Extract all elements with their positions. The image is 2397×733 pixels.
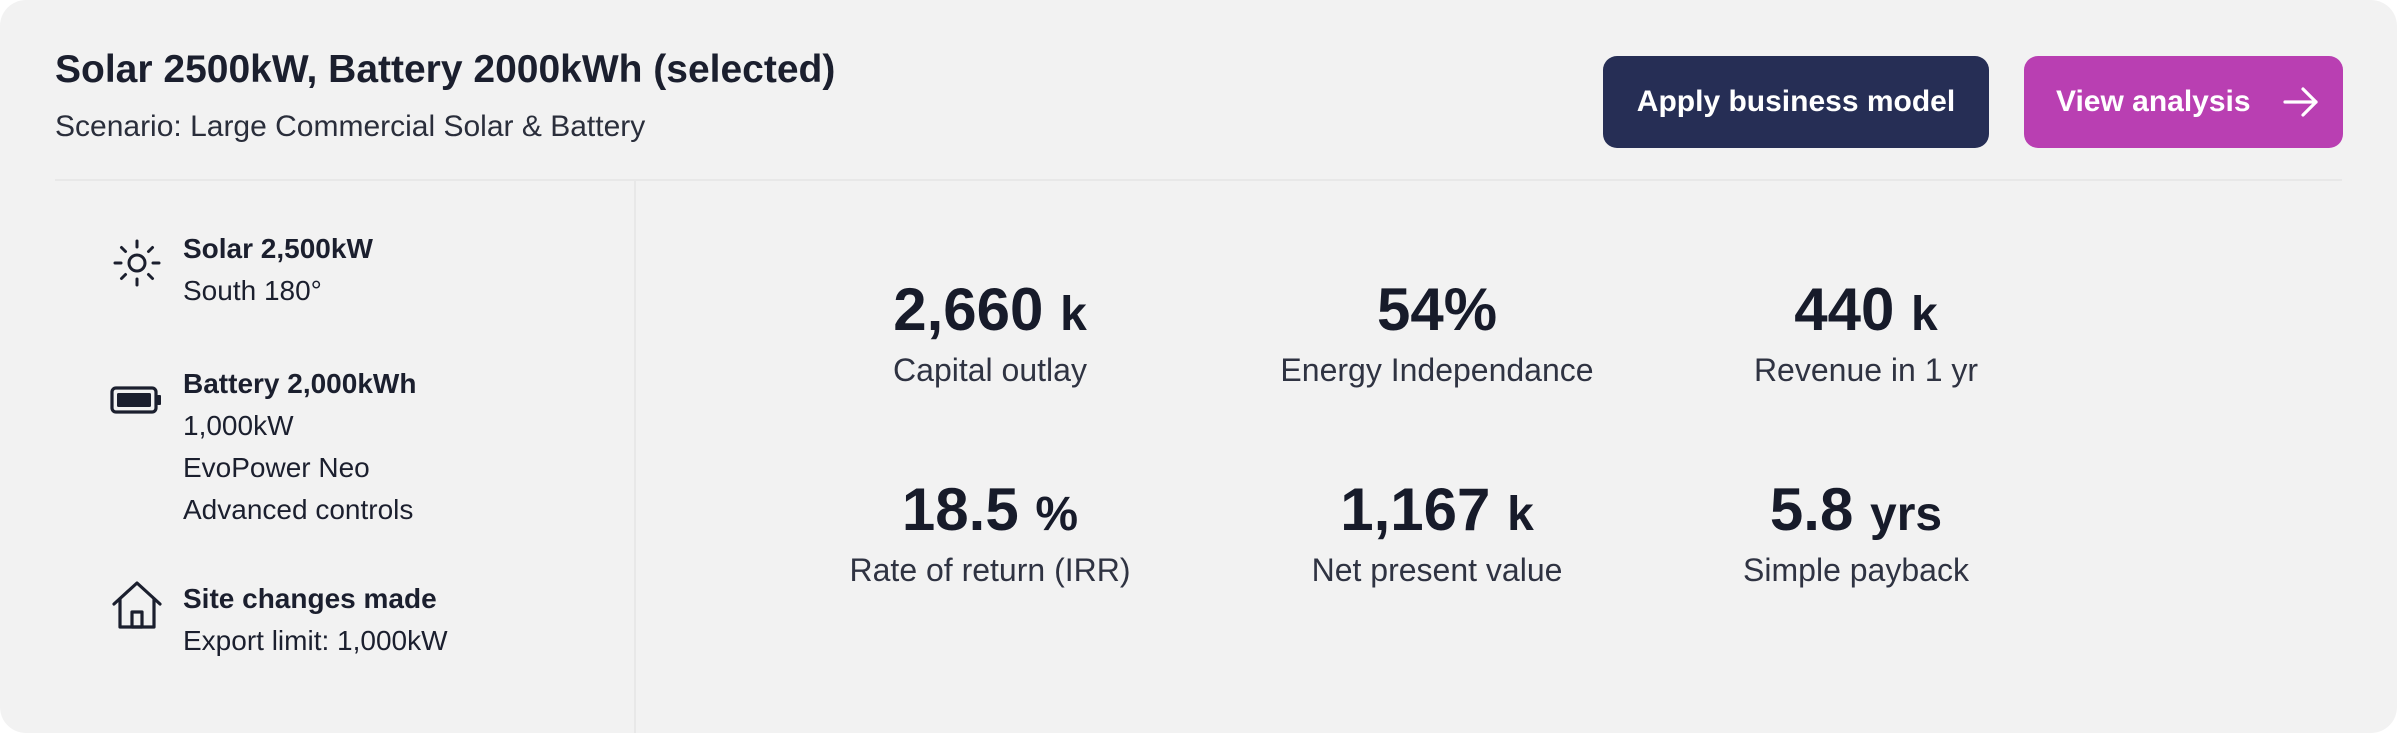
metric-label: Rate of return (IRR) (849, 552, 1131, 588)
sidebar-divider (634, 181, 636, 733)
battery-title: Battery 2,000kWh (183, 368, 417, 399)
battery-details: Battery 2,000kWh 1,000kW EvoPower Neo Ad… (183, 363, 416, 531)
metric-simple-payback: 5.8 yrs Simple payback (1646, 477, 2066, 589)
solar-orientation: South 180° (183, 275, 322, 306)
metric-label: Simple payback (1743, 552, 1969, 588)
site-export-limit: Export limit: 1,000kW (183, 625, 448, 656)
battery-model: EvoPower Neo (183, 452, 370, 483)
site-title: Site changes made (183, 583, 437, 614)
view-analysis-label: View analysis (2056, 85, 2251, 118)
scenario-subtitle: Scenario: Large Commercial Solar & Batte… (55, 110, 646, 143)
house-icon (112, 581, 162, 629)
scenario-title: Solar 2500kW, Battery 2000kWh (selected) (55, 48, 836, 91)
metric-value: 1,167 k (1340, 476, 1534, 543)
metric-value: 54% (1376, 276, 1498, 343)
site-details: Site changes made Export limit: 1,000kW (183, 578, 448, 662)
header-divider (55, 179, 2342, 181)
metric-value: 440 k (1794, 276, 1938, 343)
sun-icon (113, 239, 161, 287)
metric-value: 2,660 k (893, 276, 1087, 343)
battery-power: 1,000kW (183, 410, 294, 441)
metric-label: Revenue in 1 yr (1753, 352, 1979, 388)
metric-npv: 1,167 k Net present value (1227, 477, 1647, 589)
metric-value: 5.8 yrs (1769, 476, 1943, 543)
arrow-right-icon (2283, 87, 2318, 117)
solar-title: Solar 2,500kW (183, 233, 373, 264)
metric-label: Energy Independance (1280, 352, 1594, 388)
metric-capital-outlay: 2,660 k Capital outlay (780, 277, 1200, 389)
battery-icon (110, 386, 161, 414)
card-header: Solar 2500kW, Battery 2000kWh (selected)… (55, 48, 2343, 158)
metric-energy-independance: 54% Energy Independance (1227, 277, 1647, 389)
metric-irr: 18.5 % Rate of return (IRR) (780, 477, 1200, 589)
metric-label: Net present value (1311, 552, 1563, 588)
apply-business-model-label: Apply business model (1636, 85, 1956, 118)
metric-value: 18.5 % (901, 476, 1079, 543)
battery-controls: Advanced controls (183, 494, 414, 525)
metric-revenue-1yr: 440 k Revenue in 1 yr (1656, 277, 2076, 389)
view-analysis-button[interactable]: View analysis (2024, 56, 2343, 148)
apply-business-model-button[interactable]: Apply business model (1603, 56, 1989, 148)
solar-details: Solar 2,500kW South 180° (183, 228, 373, 312)
metric-label: Capital outlay (893, 352, 1087, 388)
